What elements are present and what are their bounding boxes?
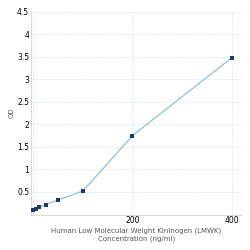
Y-axis label: OD: OD [8,108,14,118]
Point [37,205,41,209]
Point [130,134,134,138]
Point [56,198,60,202]
X-axis label: Human Low Molecular Weight Kininogen (LMWK)
Concentration (ng/ml): Human Low Molecular Weight Kininogen (LM… [51,228,221,242]
Point [44,202,48,206]
Point [230,56,234,60]
Point [31,208,35,212]
Point [34,207,38,211]
Point [81,189,85,193]
